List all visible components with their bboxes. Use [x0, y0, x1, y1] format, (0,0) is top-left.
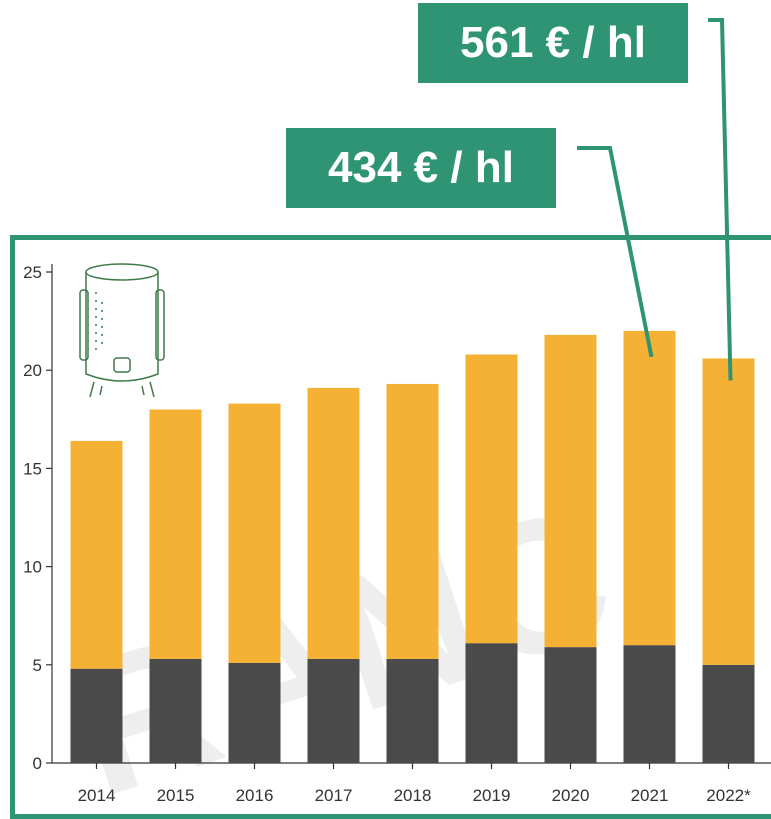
wine-vat-icon — [79, 263, 165, 398]
bar-lower-2022* — [702, 664, 755, 763]
y-tick-label: 20 — [23, 361, 42, 380]
x-tick-label: 2014 — [78, 786, 116, 805]
bar-lower-2014 — [70, 668, 123, 763]
x-tick-label: 2015 — [157, 786, 195, 805]
bar-upper-2021 — [623, 330, 676, 646]
x-tick-label: 2017 — [315, 786, 353, 805]
y-tick-label: 0 — [33, 754, 42, 773]
bar-upper-2019 — [465, 354, 518, 644]
bar-lower-2018 — [386, 658, 439, 763]
x-tick-label: 2022* — [706, 786, 751, 805]
leader-line-2021 — [577, 146, 654, 358]
bar-upper-2014 — [70, 440, 123, 669]
bar-upper-2015 — [149, 409, 202, 659]
x-tick-label: 2020 — [552, 786, 590, 805]
bar-lower-2019 — [465, 643, 518, 763]
bar-lower-2020 — [544, 647, 597, 763]
bar-upper-2016 — [228, 403, 281, 663]
y-tick-label: 10 — [23, 558, 42, 577]
bar-upper-2022* — [702, 358, 755, 665]
price-callout-2022: 561 € / hl — [418, 3, 688, 83]
y-tick-label: 25 — [23, 263, 42, 282]
x-tick-label: 2021 — [631, 786, 669, 805]
bar-lower-2016 — [228, 662, 281, 763]
bar-lower-2017 — [307, 658, 360, 763]
price-callout-2021: 434 € / hl — [286, 128, 556, 208]
x-tick-label: 2016 — [236, 786, 274, 805]
leader-line-2022 — [708, 18, 733, 381]
y-tick-label: 5 — [33, 656, 42, 675]
y-tick-label: 15 — [23, 459, 42, 478]
bar-upper-2020 — [544, 334, 597, 648]
bar-upper-2017 — [307, 387, 360, 659]
x-tick-label: 2018 — [394, 786, 432, 805]
bar-lower-2015 — [149, 658, 202, 763]
bar-upper-2018 — [386, 383, 439, 659]
chart-frame — [10, 235, 771, 819]
bar-lower-2021 — [623, 645, 676, 763]
x-tick-label: 2019 — [473, 786, 511, 805]
